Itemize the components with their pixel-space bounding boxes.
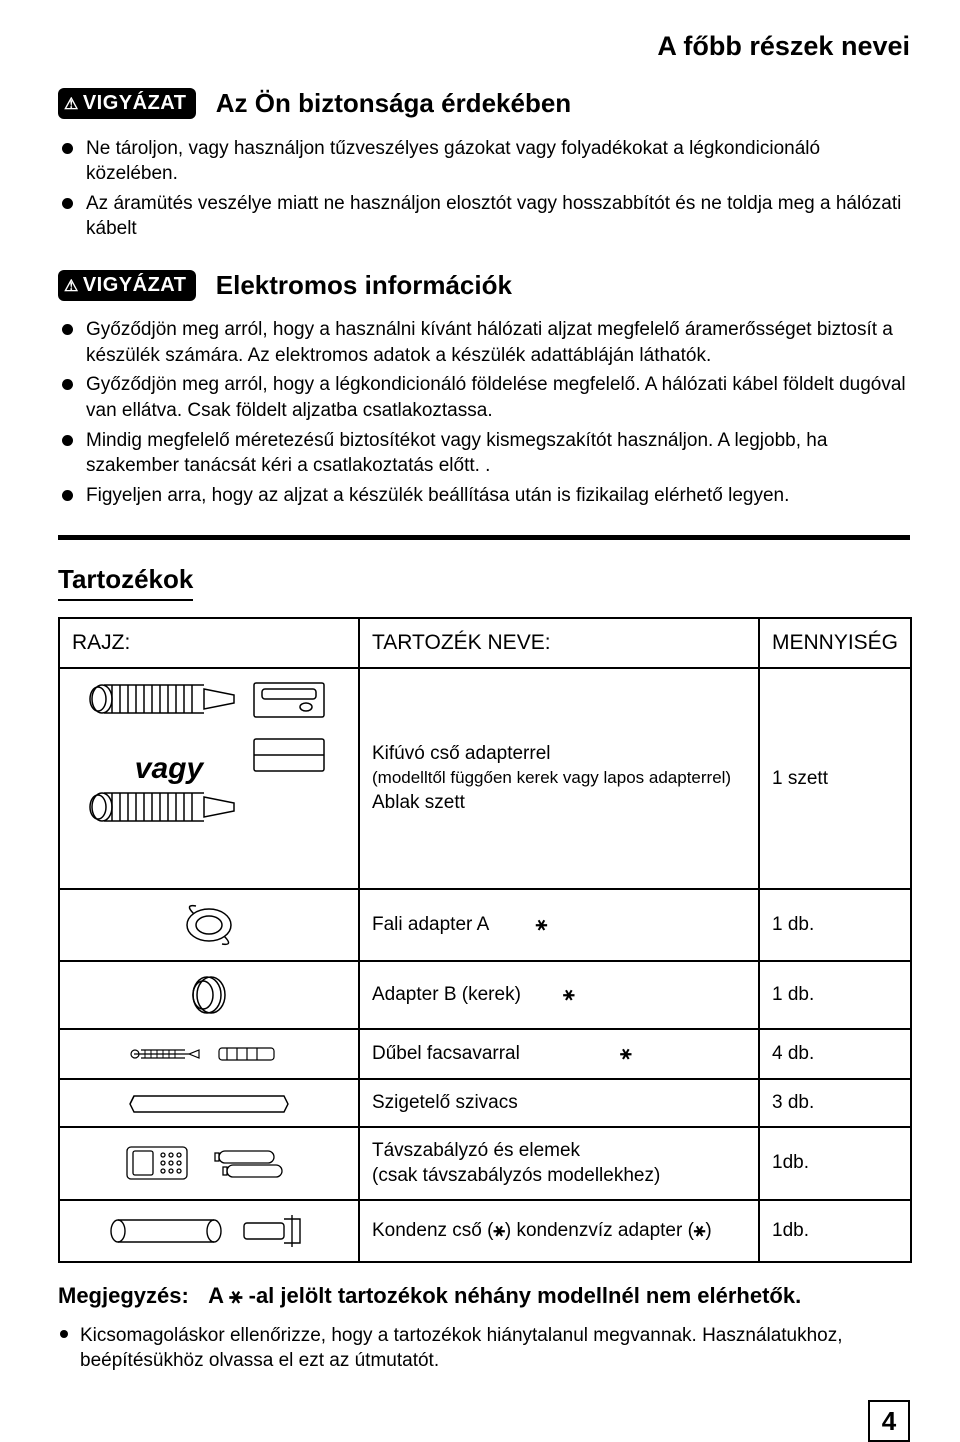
- bullet-item: Győződjön meg arról, hogy a használni kí…: [58, 317, 910, 368]
- footnote: Megjegyzés: A ⚹ -al jelölt tartozékok né…: [58, 1281, 910, 1311]
- name-text: Fali adapter A: [372, 914, 488, 935]
- name-line: Távszabályzó és elemek: [372, 1138, 746, 1164]
- name-text: Adapter B (kerek): [372, 984, 521, 1005]
- name-text: ) kondenzvíz adapter (: [505, 1220, 694, 1241]
- electrical-heading: Elektromos információk: [216, 268, 512, 303]
- col-name: TARTOZÉK NEVE:: [359, 618, 759, 668]
- footnote-post: -al jelölt tartozékok néhány modellnél n…: [249, 1283, 802, 1308]
- table-row: Távszabályzó és elemek (csak távszabályz…: [59, 1127, 911, 1200]
- cell-qty: 1 szett: [759, 668, 911, 889]
- safety-bullets: Ne tároljon, vagy használjon tűzveszélye…: [58, 136, 910, 243]
- section-electrical-header: VIGYÁZAT Elektromos információk: [58, 268, 910, 303]
- illus-wall-adapter: [59, 889, 359, 961]
- cell-qty: 3 db.: [759, 1079, 911, 1127]
- bullet-item: Ne tároljon, vagy használjon tűzveszélye…: [58, 136, 910, 187]
- or-label: vagy: [32, 749, 306, 790]
- cell-qty: 1 db.: [759, 961, 911, 1029]
- note-mark-icon: ⚹: [563, 984, 574, 1005]
- caution-badge: VIGYÁZAT: [58, 270, 196, 301]
- cell-qty: 1db.: [759, 1127, 911, 1200]
- name-line: (csak távszabályzós modellekhez): [372, 1163, 746, 1189]
- table-header-row: RAJZ: TARTOZÉK NEVE: MENNYISÉG: [59, 618, 911, 668]
- note-mark-icon: ⚹: [536, 914, 547, 935]
- illus-remote: [59, 1127, 359, 1200]
- electrical-bullets: Győződjön meg arról, hogy a használni kí…: [58, 317, 910, 508]
- illus-adapter-b: [59, 961, 359, 1029]
- cell-name: Kondenz cső (⚹) kondenzvíz adapter (⚹): [359, 1200, 759, 1262]
- caution-badge: VIGYÁZAT: [58, 88, 196, 119]
- table-row: Dűbel facsavarral ⚹ 4 db.: [59, 1029, 911, 1079]
- safety-heading: Az Ön biztonsága érdekében: [216, 86, 571, 121]
- illus-screw-dowel: [59, 1029, 359, 1079]
- illus-foam: [59, 1079, 359, 1127]
- cell-name: Kifúvó cső adapterrel (modelltől függően…: [359, 668, 759, 889]
- table-row: Szigetelő szivacs 3 db.: [59, 1079, 911, 1127]
- bullet-item: Az áramütés veszélye miatt ne használjon…: [58, 191, 910, 242]
- cell-name: Adapter B (kerek) ⚹: [359, 961, 759, 1029]
- divider: [58, 535, 910, 540]
- cell-qty: 1db.: [759, 1200, 911, 1262]
- note-mark-icon: ⚹: [620, 1043, 631, 1064]
- cell-name: Szigetelő szivacs: [359, 1079, 759, 1127]
- table-row: vagy Kifúvó cső adapterrel (modelltől fü…: [59, 668, 911, 889]
- bullet-item: Figyeljen arra, hogy az aljzat a készülé…: [58, 483, 910, 509]
- cell-qty: 1 db.: [759, 889, 911, 961]
- cell-name: Távszabályzó és elemek (csak távszabályz…: [359, 1127, 759, 1200]
- name-line: Ablak szett: [372, 790, 746, 816]
- page-title: A főbb részek nevei: [58, 28, 910, 64]
- table-row: Fali adapter A ⚹ 1 db.: [59, 889, 911, 961]
- note-mark-icon: ⚹: [694, 1220, 705, 1241]
- name-line: Kifúvó cső adapterrel: [372, 741, 746, 767]
- name-text: ): [705, 1220, 711, 1241]
- bullet-item: Győződjön meg arról, hogy a légkondicion…: [58, 372, 910, 423]
- illus-hose: vagy: [59, 668, 359, 889]
- accessories-heading: Tartozékok: [58, 562, 193, 601]
- col-qty: MENNYISÉG: [759, 618, 911, 668]
- illus-drain: [59, 1200, 359, 1262]
- cell-qty: 4 db.: [759, 1029, 911, 1079]
- name-text: Kondenz cső (: [372, 1220, 493, 1241]
- name-text: Dűbel facsavarral: [372, 1043, 520, 1064]
- accessories-table: RAJZ: TARTOZÉK NEVE: MENNYISÉG: [58, 617, 912, 1263]
- bullet-item: Kicsomagoláskor ellenőrizze, hogy a tart…: [58, 1323, 910, 1374]
- note-mark-icon: ⚹: [229, 1283, 242, 1308]
- footnote-label: Megjegyzés:: [58, 1283, 189, 1308]
- table-row: Kondenz cső (⚹) kondenzvíz adapter (⚹) 1…: [59, 1200, 911, 1262]
- table-row: Adapter B (kerek) ⚹ 1 db.: [59, 961, 911, 1029]
- name-line: (modelltől függően kerek vagy lapos adap…: [372, 767, 746, 790]
- footnote-pre: A: [208, 1283, 229, 1308]
- note-mark-icon: ⚹: [493, 1220, 504, 1241]
- section-safety-header: VIGYÁZAT Az Ön biztonsága érdekében: [58, 86, 910, 121]
- col-illustration: RAJZ:: [59, 618, 359, 668]
- footnote-bullets: Kicsomagoláskor ellenőrizze, hogy a tart…: [58, 1323, 910, 1374]
- bullet-item: Mindig megfelelő méretezésű biztosítékot…: [58, 428, 910, 479]
- cell-name: Dűbel facsavarral ⚹: [359, 1029, 759, 1079]
- page-number: 4: [868, 1400, 910, 1442]
- cell-name: Fali adapter A ⚹: [359, 889, 759, 961]
- footnote-text: A ⚹ -al jelölt tartozékok néhány modelln…: [208, 1283, 801, 1308]
